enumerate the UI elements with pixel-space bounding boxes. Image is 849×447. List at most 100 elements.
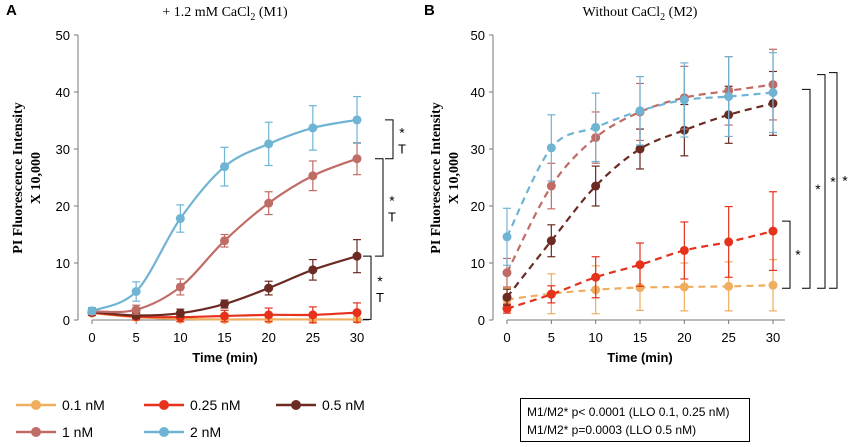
series-0-5-nm xyxy=(87,239,362,320)
y-tick-label: 50 xyxy=(471,28,485,43)
data-point xyxy=(768,280,778,290)
data-point xyxy=(635,144,645,154)
x-tick-label: 15 xyxy=(217,330,231,345)
series-2-nm xyxy=(502,52,778,266)
panel-b: B Without CaCl2 (M2) PI Fluorescence Int… xyxy=(424,2,848,365)
data-point xyxy=(131,287,141,296)
panel-b-letter: B xyxy=(424,2,435,19)
data-point xyxy=(768,88,778,98)
bracket-line xyxy=(817,74,826,289)
bracket-line xyxy=(375,158,384,257)
y-tick-label: 30 xyxy=(56,142,70,157)
data-point xyxy=(679,95,689,105)
x-tick-label: 10 xyxy=(173,330,187,345)
significance-star: * xyxy=(389,192,395,208)
x-tick-label: 15 xyxy=(633,330,647,345)
legend-label: 0.25 nM xyxy=(190,397,241,413)
x-tick-label: 30 xyxy=(766,330,780,345)
data-point xyxy=(308,123,318,133)
data-point xyxy=(591,181,601,191)
significance-tee: T xyxy=(376,290,384,305)
y-tick-label: 40 xyxy=(56,85,70,100)
panel-b-plot xyxy=(502,48,778,315)
data-point xyxy=(175,214,185,224)
panel-b-xlabel: Time (min) xyxy=(607,350,673,365)
data-point xyxy=(591,122,601,132)
data-point xyxy=(502,292,512,302)
data-point xyxy=(502,268,512,278)
y-tick-label: 20 xyxy=(56,199,70,214)
legend-entry-0-1nm: 0.1 nM xyxy=(16,397,105,413)
significance-bracket: *T xyxy=(375,158,396,257)
y-tick-label: 0 xyxy=(478,313,485,328)
significance-bracket: * xyxy=(782,220,801,289)
panel-a-xlabel: Time (min) xyxy=(192,350,258,365)
data-point xyxy=(264,310,274,320)
panel-a-letter: A xyxy=(6,2,17,19)
y-tick-label: 10 xyxy=(471,256,485,271)
data-point xyxy=(591,272,601,282)
data-point xyxy=(635,106,645,116)
panel-b-axes: 0 10 20 30 40 50 0 5 10 15 20 25 30 xyxy=(471,28,785,345)
significance-star: * xyxy=(830,173,836,189)
series-2-nm xyxy=(87,95,362,316)
bracket-line xyxy=(802,88,811,289)
data-point xyxy=(724,237,734,247)
y-tick-label: 0 xyxy=(63,313,70,328)
y-tick-label: 30 xyxy=(471,142,485,157)
data-point xyxy=(308,310,318,320)
panel-b-significance: * * * * xyxy=(782,72,848,289)
panel-a-title: + 1.2 mM CaCl2 (M1) xyxy=(162,5,288,23)
legend: 0.1 nM 0.25 nM 0.5 nM 1 nM 2 nM xyxy=(16,397,365,440)
legend-swatch-marker xyxy=(291,400,301,410)
panel-a-axes: 0 10 20 30 40 50 0 5 10 15 20 25 30 xyxy=(56,28,369,345)
data-point xyxy=(308,265,318,275)
bracket-line xyxy=(829,72,838,289)
significance-star: * xyxy=(815,181,821,197)
x-tick-label: 0 xyxy=(503,330,510,345)
panel-a-ylabel-line1: PI Fluorescence Intensity xyxy=(11,102,26,253)
data-point xyxy=(264,198,274,208)
significance-tee: T xyxy=(388,209,396,224)
data-point xyxy=(220,162,229,172)
significance-bracket: *T xyxy=(385,119,406,160)
legend-entry-1nm: 1 nM xyxy=(16,424,93,440)
data-point xyxy=(264,139,274,149)
data-point xyxy=(635,260,645,270)
significance-tee: T xyxy=(398,141,406,156)
data-point xyxy=(264,283,274,293)
legend-entry-2nm: 2 nM xyxy=(144,424,221,440)
x-tick-label: 5 xyxy=(133,330,140,345)
significance-star: * xyxy=(377,273,383,289)
y-tick-label: 10 xyxy=(56,256,70,271)
data-point xyxy=(308,171,318,181)
y-tick-label: 20 xyxy=(471,199,485,214)
data-point xyxy=(131,305,141,315)
legend-label: 0.5 nM xyxy=(322,397,365,413)
statistics-note: M1/M2* p< 0.0001 (LLO 0.1, 0.25 nM) M1/M… xyxy=(520,398,750,442)
data-point xyxy=(352,251,362,261)
data-point xyxy=(175,308,185,318)
y-tick-label: 50 xyxy=(56,28,70,43)
data-point xyxy=(220,299,229,309)
significance-bracket: * xyxy=(802,88,821,289)
data-point xyxy=(352,154,362,164)
panel-b-ylabel-line2: X 10,000 xyxy=(447,152,462,204)
panel-b-ylabel-line1: PI Fluorescence Intensity xyxy=(429,102,444,253)
bracket-line xyxy=(363,255,372,320)
x-tick-label: 25 xyxy=(306,330,320,345)
panel-a-ylabel-line2: X 10,000 xyxy=(29,152,44,204)
series-1-nm xyxy=(87,142,362,316)
legend-swatch-marker xyxy=(31,427,41,437)
data-point xyxy=(546,181,556,191)
legend-entry-0-25nm: 0.25 nM xyxy=(144,397,241,413)
legend-swatch-marker xyxy=(159,400,169,410)
legend-swatch-marker xyxy=(159,427,169,437)
data-point xyxy=(502,304,512,314)
panel-b-ylabel: PI Fluorescence Intensity X 10,000 xyxy=(429,102,462,253)
statistics-note-line-1: M1/M2* p< 0.0001 (LLO 0.1, 0.25 nM) xyxy=(527,405,730,419)
legend-label: 0.1 nM xyxy=(62,397,105,413)
significance-bracket: *T xyxy=(363,255,384,320)
data-point xyxy=(87,306,97,316)
